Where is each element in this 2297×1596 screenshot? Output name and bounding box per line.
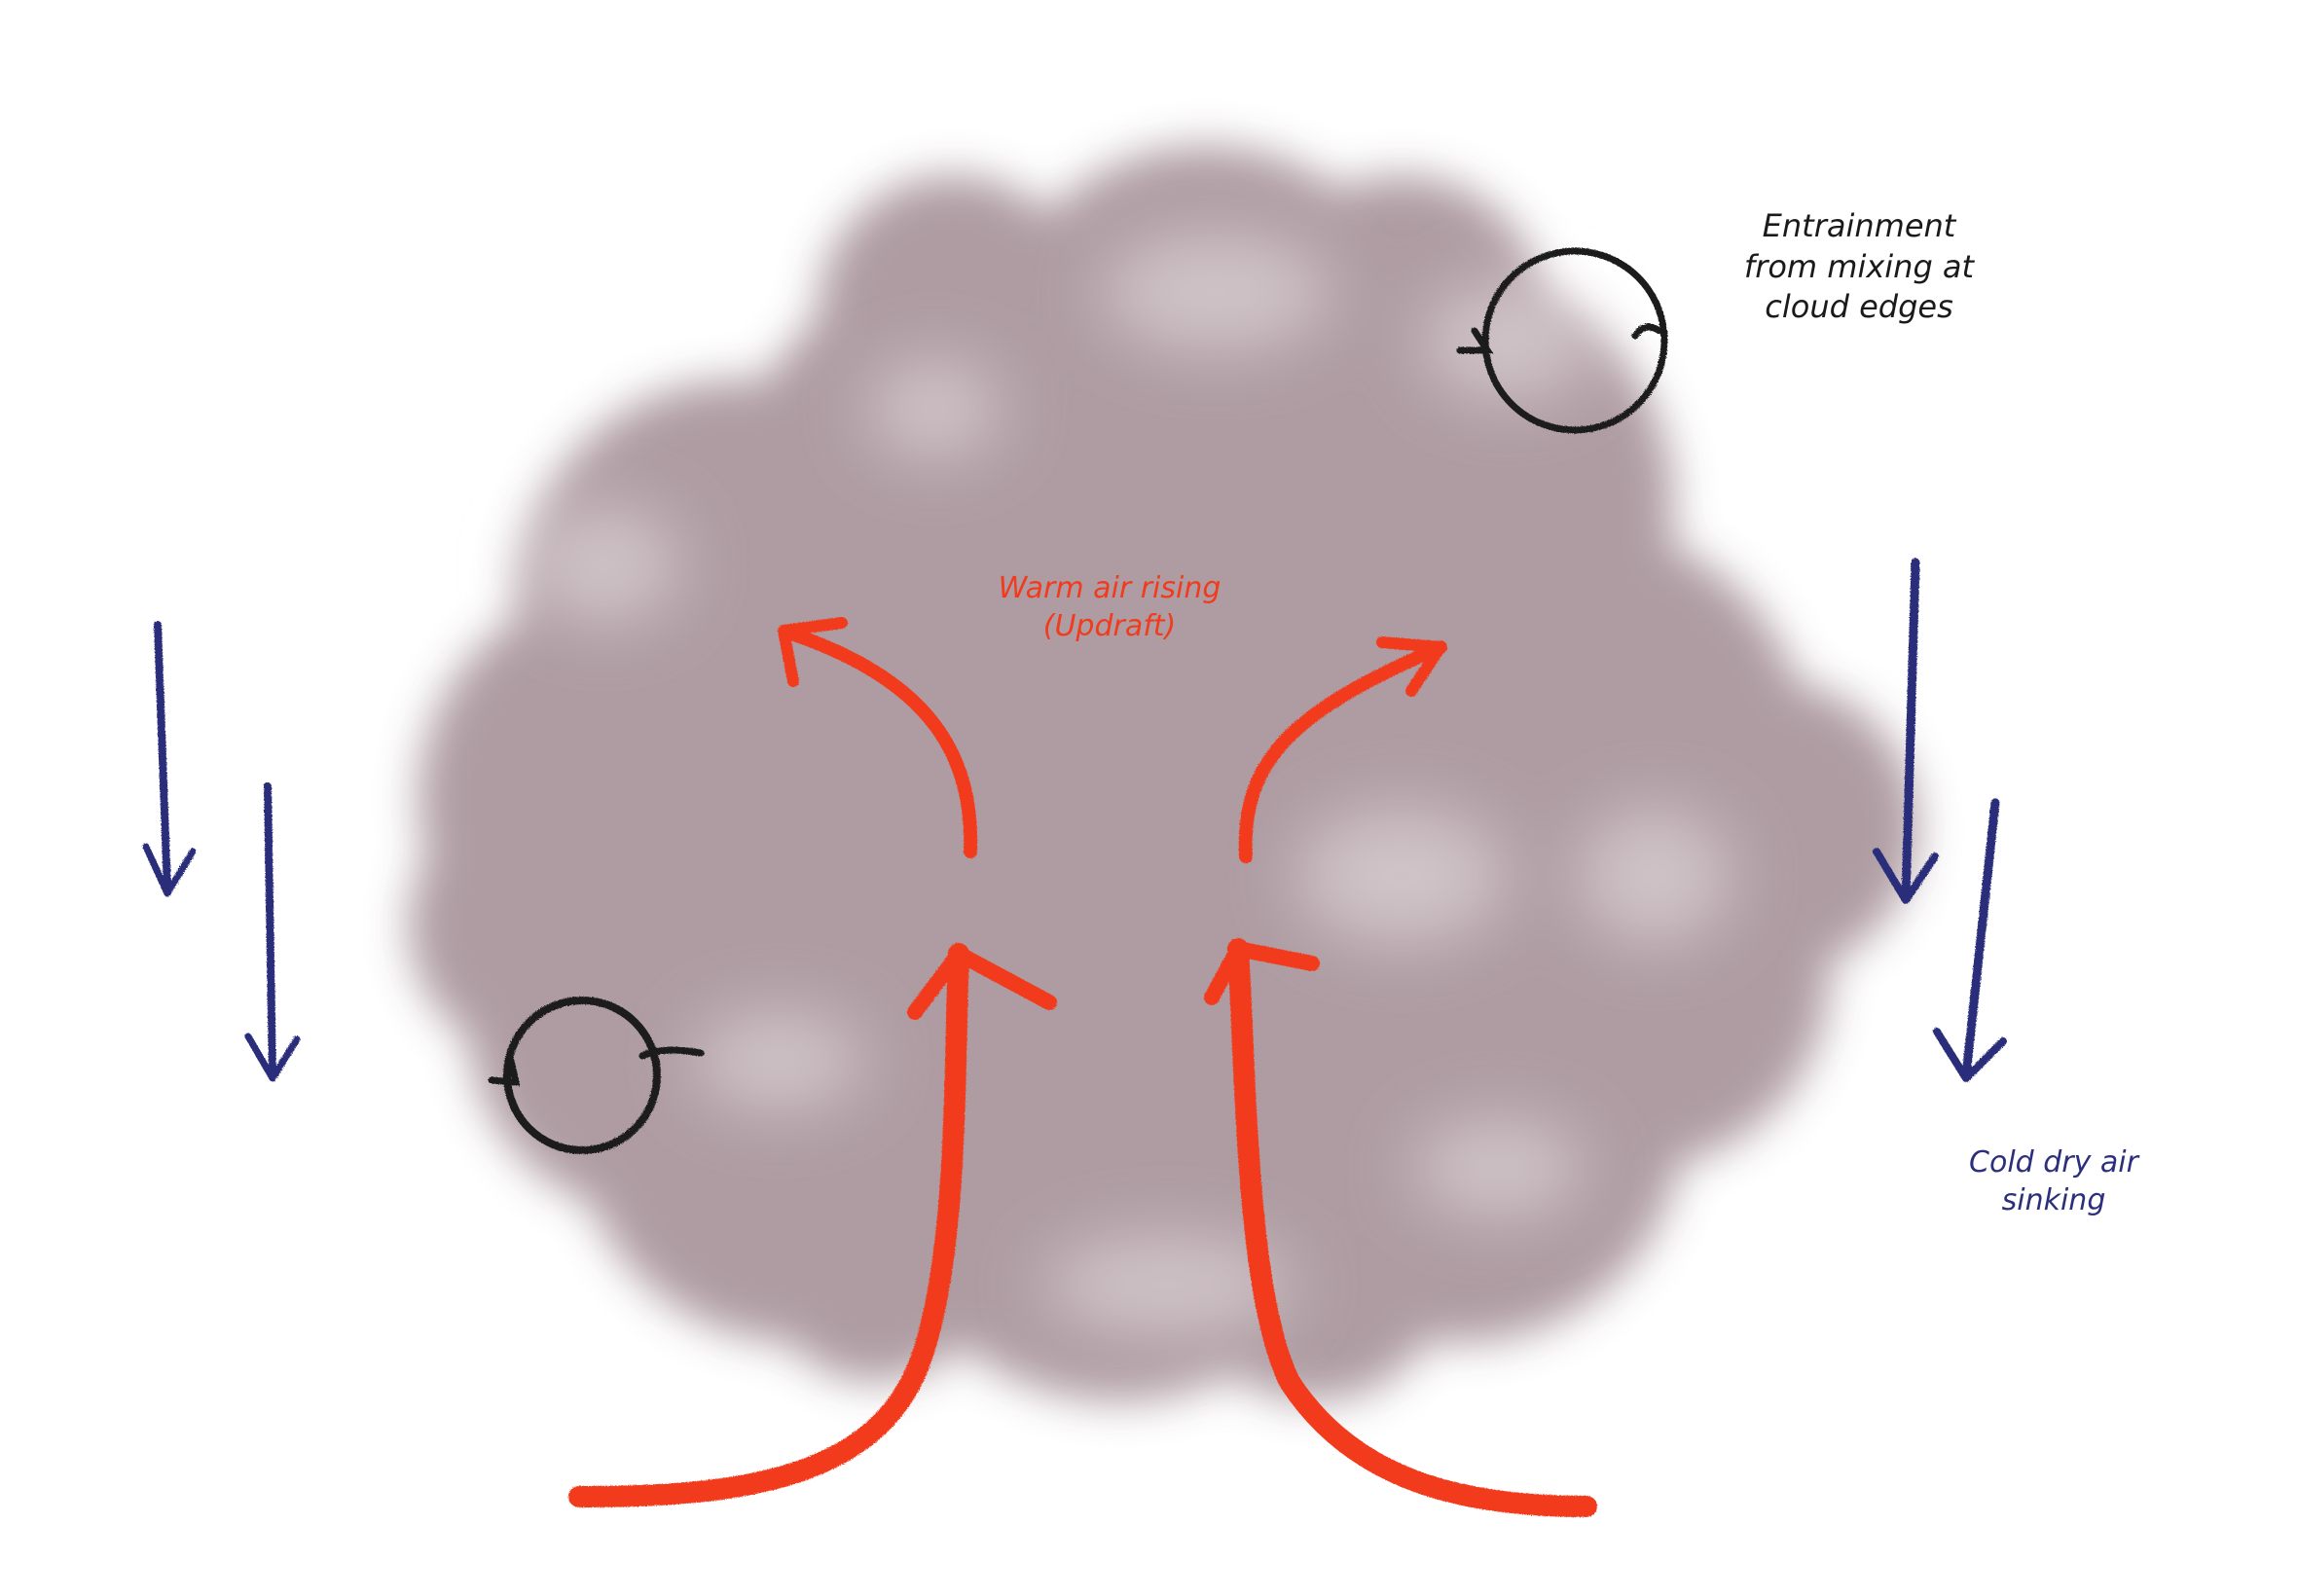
downdraft-label: Cold dry air sinking: [1969, 1145, 2138, 1217]
downdraft-arrows: [142, 558, 2007, 1082]
updraft-arrows: [568, 617, 1597, 1517]
downdraft-arrow-right-2: [1961, 798, 2000, 1080]
entrainment-circle-lower: [488, 997, 705, 1154]
updraft-arrowhead-left-upper: [778, 617, 848, 687]
updraft-arrow-right-upper: [1238, 640, 1447, 863]
downdraft-arrow-right-1: [1901, 558, 1920, 902]
updraft-arrowhead-right-lower: [1204, 941, 1320, 1005]
updraft-arrow-left-lower: [568, 943, 969, 1507]
downdraft-arrowhead-left-2: [244, 1033, 301, 1082]
entrainment-circles: [488, 247, 1668, 1154]
updraft-arrowhead-right-upper: [1376, 636, 1446, 697]
entrainment-circle-upper: [1456, 247, 1668, 434]
downdraft-arrowhead-right-1: [1873, 848, 1939, 904]
entrainment-label: Entrainment from mixing at cloud edges: [1743, 207, 1975, 326]
updraft-label: Warm air rising (Updraft): [998, 571, 1221, 643]
downdraft-arrowhead-right-2: [1933, 1028, 2007, 1082]
downdraft-arrowhead-left-1: [142, 843, 197, 897]
downdraft-arrow-left-2: [264, 782, 276, 1079]
updraft-arrowhead-left-lower: [907, 946, 1057, 1020]
cloud-highlights: [526, 234, 1732, 1333]
updraft-arrow-left-upper: [782, 626, 978, 858]
downdraft-arrow-left-1: [154, 621, 171, 894]
updraft-arrow-right-lower: [1227, 938, 1597, 1517]
